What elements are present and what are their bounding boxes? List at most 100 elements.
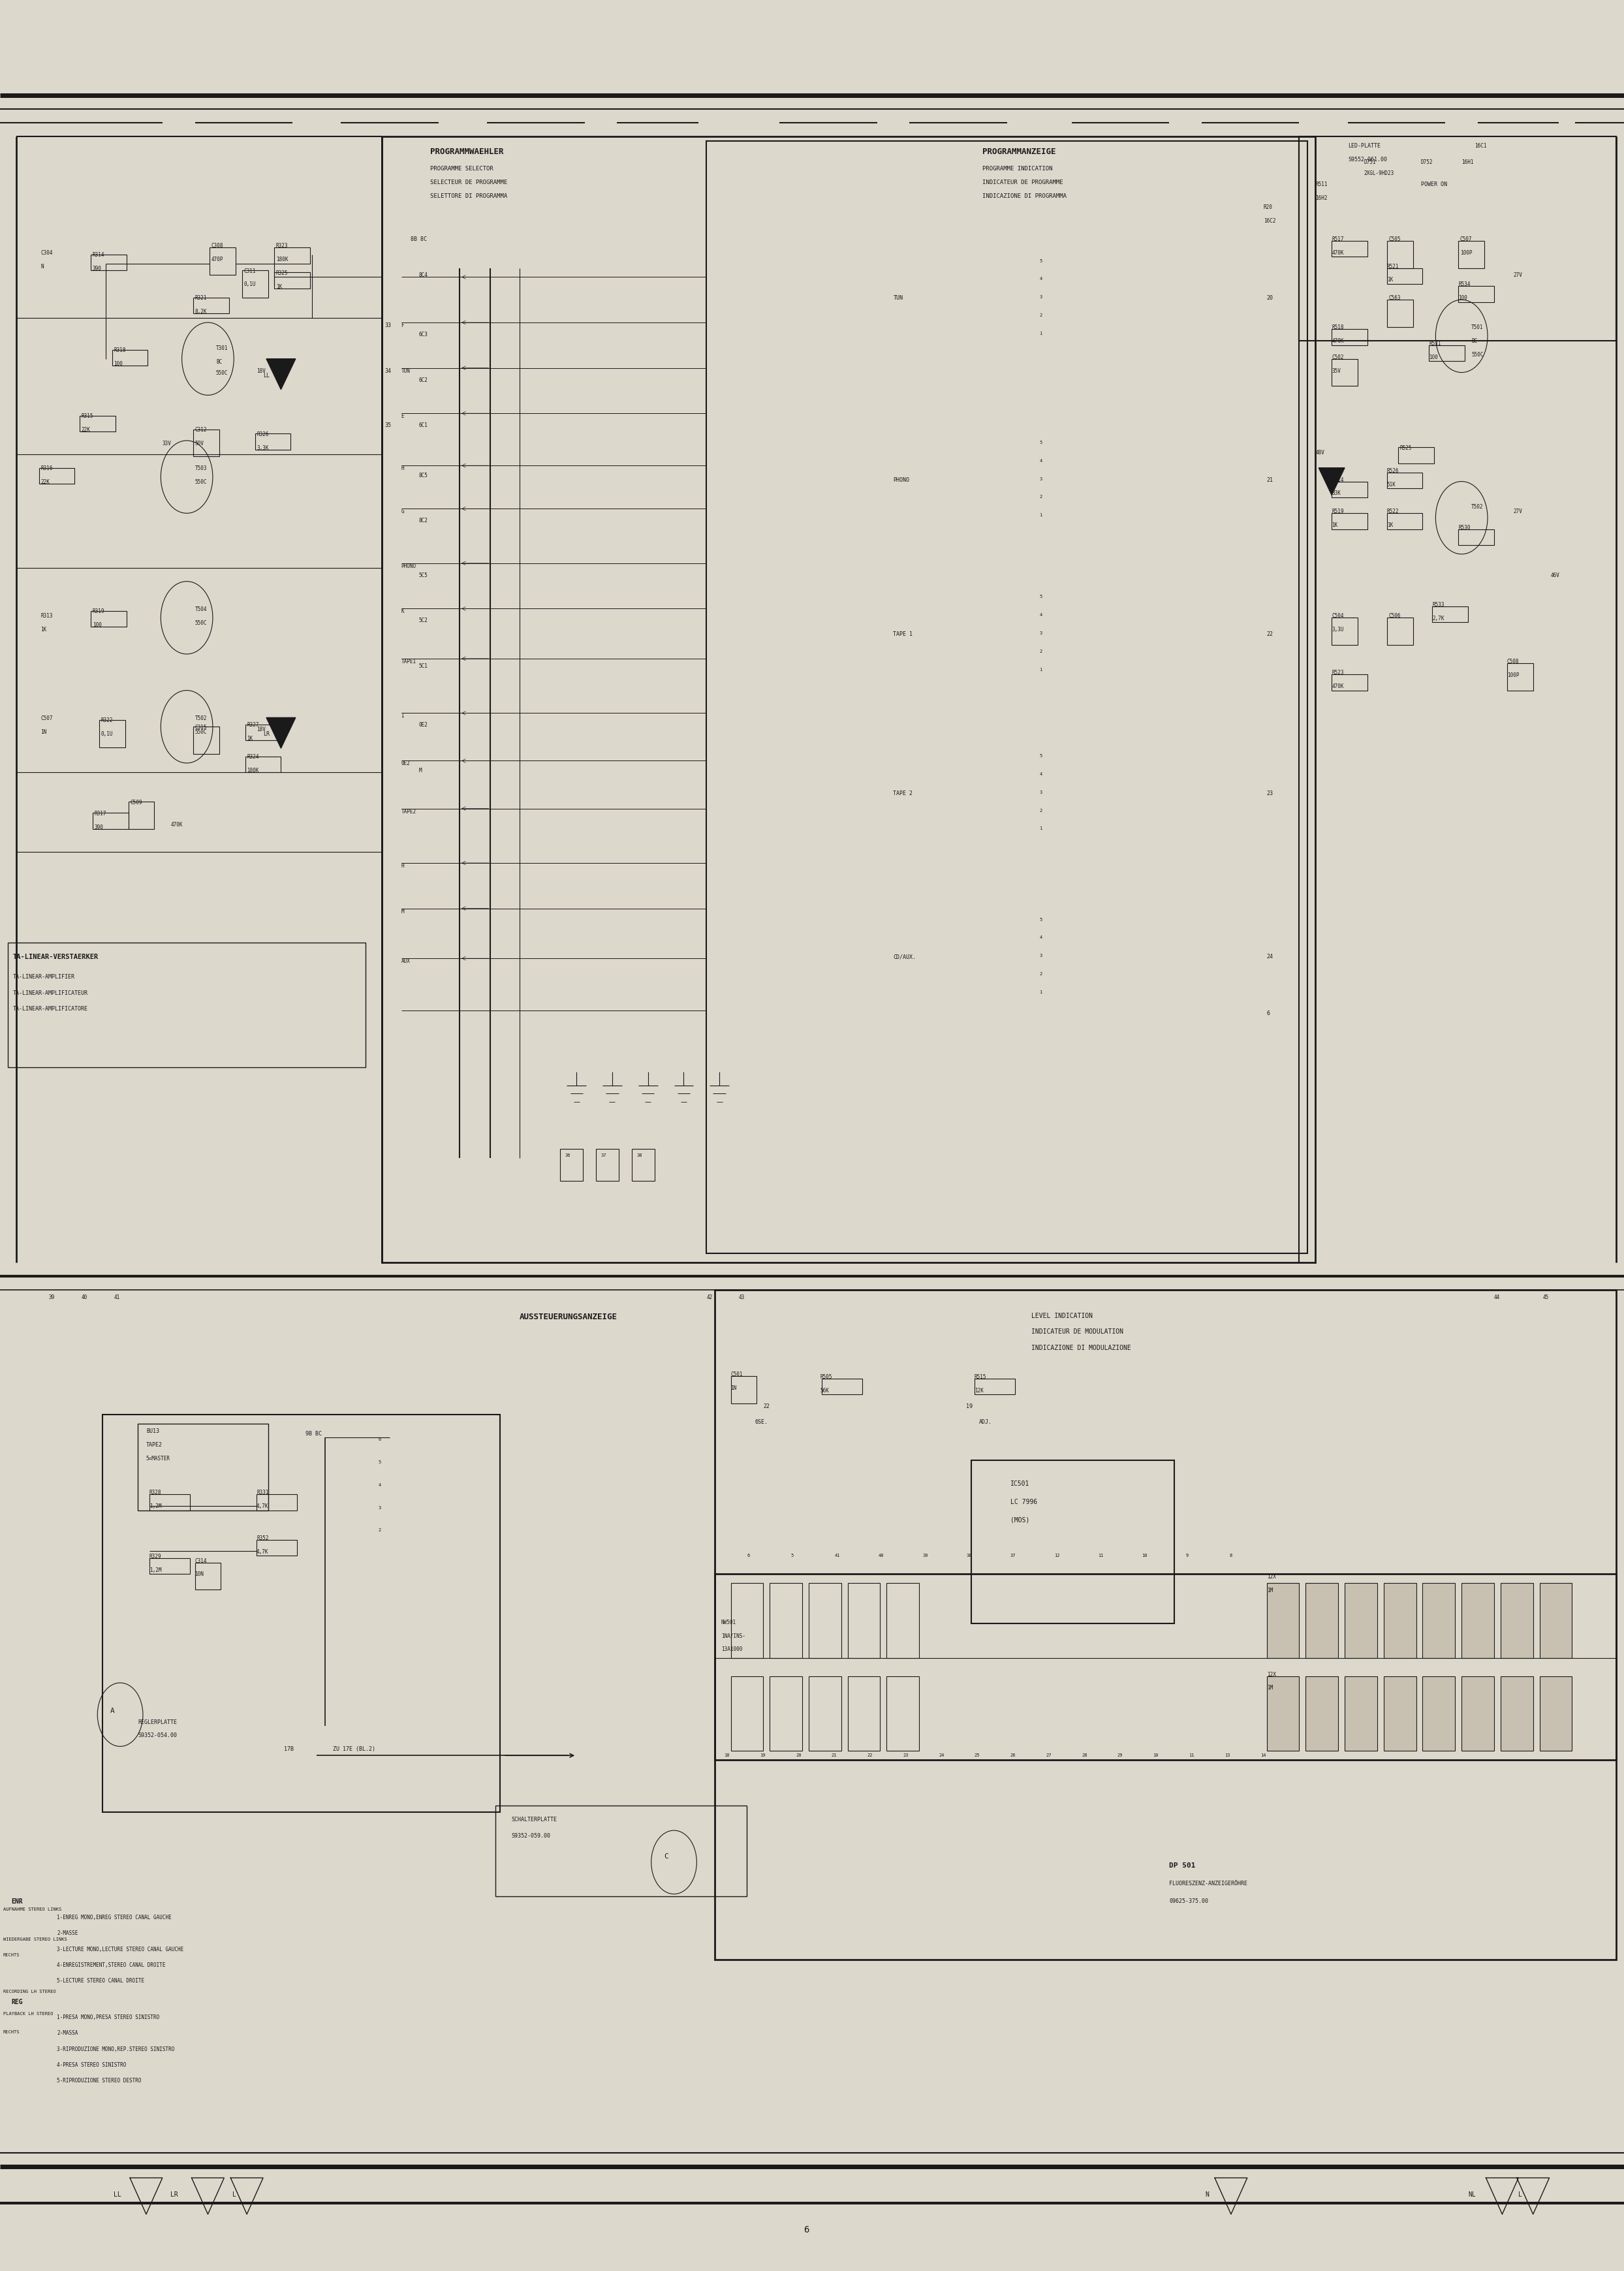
Text: 3: 3 bbox=[1039, 631, 1043, 636]
Bar bbox=[91, 254, 127, 270]
Text: R314: R314 bbox=[93, 252, 104, 259]
Bar bbox=[1458, 529, 1494, 545]
Bar bbox=[974, 1378, 1015, 1394]
Text: 33: 33 bbox=[385, 322, 391, 329]
Text: 470P: 470P bbox=[211, 257, 222, 263]
Text: 6C1: 6C1 bbox=[419, 422, 429, 429]
Text: R316: R316 bbox=[41, 466, 52, 472]
Text: R515: R515 bbox=[974, 1374, 986, 1381]
Bar bbox=[8, 942, 365, 1067]
Bar bbox=[93, 813, 128, 829]
Bar bbox=[731, 1583, 763, 1658]
Text: 5C5: 5C5 bbox=[419, 572, 429, 579]
Text: 1-ENREG MONO,ENREG STEREO CANAL GAUCHE: 1-ENREG MONO,ENREG STEREO CANAL GAUCHE bbox=[57, 1914, 172, 1921]
Text: C315: C315 bbox=[195, 724, 206, 731]
Text: LEVEL INDICATION: LEVEL INDICATION bbox=[1031, 1313, 1093, 1319]
Text: R523: R523 bbox=[1332, 670, 1343, 677]
Text: R525: R525 bbox=[1400, 445, 1411, 452]
Text: 1N: 1N bbox=[731, 1385, 737, 1392]
Text: 1N: 1N bbox=[41, 729, 47, 736]
Text: 2XGL-9HD23: 2XGL-9HD23 bbox=[1364, 170, 1395, 177]
Bar bbox=[731, 1376, 757, 1403]
Text: 21: 21 bbox=[831, 1753, 836, 1758]
Text: M: M bbox=[419, 768, 422, 774]
Text: R323: R323 bbox=[276, 243, 287, 250]
Bar bbox=[887, 1583, 919, 1658]
Text: 20: 20 bbox=[796, 1753, 801, 1758]
Text: R322: R322 bbox=[101, 718, 112, 724]
Text: 1K: 1K bbox=[1332, 522, 1338, 529]
Text: 27V: 27V bbox=[1514, 273, 1523, 279]
Polygon shape bbox=[266, 718, 296, 749]
Text: (MOS): (MOS) bbox=[1010, 1517, 1030, 1524]
Text: 20: 20 bbox=[1267, 295, 1273, 302]
Text: LL: LL bbox=[114, 2192, 122, 2198]
Text: 9B BC: 9B BC bbox=[305, 1431, 322, 1438]
Text: 9: 9 bbox=[1186, 1553, 1189, 1558]
Text: 100: 100 bbox=[93, 622, 102, 629]
Bar bbox=[149, 1558, 190, 1574]
Text: 18V: 18V bbox=[257, 368, 266, 375]
Text: 8: 8 bbox=[1229, 1553, 1233, 1558]
Text: R533: R533 bbox=[1432, 602, 1444, 609]
Bar bbox=[731, 1676, 763, 1751]
Text: 0,1U: 0,1U bbox=[101, 731, 112, 738]
Bar bbox=[887, 1676, 919, 1751]
Text: E: E bbox=[401, 413, 404, 420]
Text: 5: 5 bbox=[1039, 595, 1043, 600]
Bar bbox=[1429, 345, 1465, 361]
Text: ENR: ENR bbox=[11, 1899, 23, 1905]
Bar bbox=[245, 724, 281, 740]
Text: R325: R325 bbox=[276, 270, 287, 277]
Text: TAPE2: TAPE2 bbox=[146, 1442, 162, 1449]
Text: 1: 1 bbox=[1039, 990, 1043, 995]
Text: 1: 1 bbox=[1039, 332, 1043, 336]
Bar bbox=[1501, 1676, 1533, 1751]
Text: 180K: 180K bbox=[276, 257, 287, 263]
Text: 1K: 1K bbox=[41, 627, 47, 634]
Bar bbox=[715, 1290, 1616, 1960]
Text: 2: 2 bbox=[1039, 313, 1043, 318]
Text: 18: 18 bbox=[724, 1753, 729, 1758]
Text: 10N: 10N bbox=[195, 1572, 205, 1578]
Text: 1K: 1K bbox=[276, 284, 283, 291]
Text: 470K: 470K bbox=[1332, 250, 1343, 257]
Text: H: H bbox=[401, 863, 404, 870]
Text: R521: R521 bbox=[1387, 263, 1398, 270]
Bar bbox=[257, 1540, 297, 1556]
Text: C508: C508 bbox=[1507, 659, 1518, 665]
Text: 10: 10 bbox=[1153, 1753, 1158, 1758]
Text: H: H bbox=[401, 466, 404, 472]
Text: 24: 24 bbox=[939, 1753, 944, 1758]
Bar bbox=[149, 1494, 190, 1510]
Text: TUN: TUN bbox=[401, 368, 411, 375]
Text: 1NA/INS-: 1NA/INS- bbox=[721, 1633, 745, 1640]
Text: PHONO: PHONO bbox=[893, 477, 909, 484]
Text: REGLERPLATTE: REGLERPLATTE bbox=[138, 1719, 177, 1726]
Bar bbox=[245, 756, 281, 772]
Text: TA-LINEAR-AMPLIFICATORE: TA-LINEAR-AMPLIFICATORE bbox=[13, 1006, 88, 1013]
Text: LR: LR bbox=[263, 731, 270, 738]
Bar bbox=[1332, 513, 1367, 529]
Text: 390: 390 bbox=[94, 824, 104, 831]
Bar bbox=[1306, 1676, 1338, 1751]
Bar bbox=[1387, 300, 1413, 327]
Text: R517: R517 bbox=[1332, 236, 1343, 243]
Text: R331: R331 bbox=[257, 1490, 268, 1497]
Bar bbox=[809, 1583, 841, 1658]
Text: 8B 8C: 8B 8C bbox=[411, 236, 427, 243]
Text: 35V: 35V bbox=[1332, 368, 1341, 375]
Text: INDICATEUR DE MODULATION: INDICATEUR DE MODULATION bbox=[1031, 1329, 1124, 1335]
Text: T503: T503 bbox=[195, 466, 206, 472]
Text: 3: 3 bbox=[1039, 790, 1043, 795]
Text: 4: 4 bbox=[1039, 459, 1043, 463]
Bar bbox=[1387, 241, 1413, 268]
Bar bbox=[193, 298, 229, 313]
Text: R327: R327 bbox=[247, 722, 258, 729]
Text: N: N bbox=[1205, 2192, 1208, 2198]
Text: C312: C312 bbox=[195, 427, 206, 434]
Text: 13A1000: 13A1000 bbox=[721, 1646, 742, 1653]
Bar bbox=[99, 720, 125, 747]
Bar bbox=[809, 1676, 841, 1751]
Text: 100: 100 bbox=[1429, 354, 1439, 361]
